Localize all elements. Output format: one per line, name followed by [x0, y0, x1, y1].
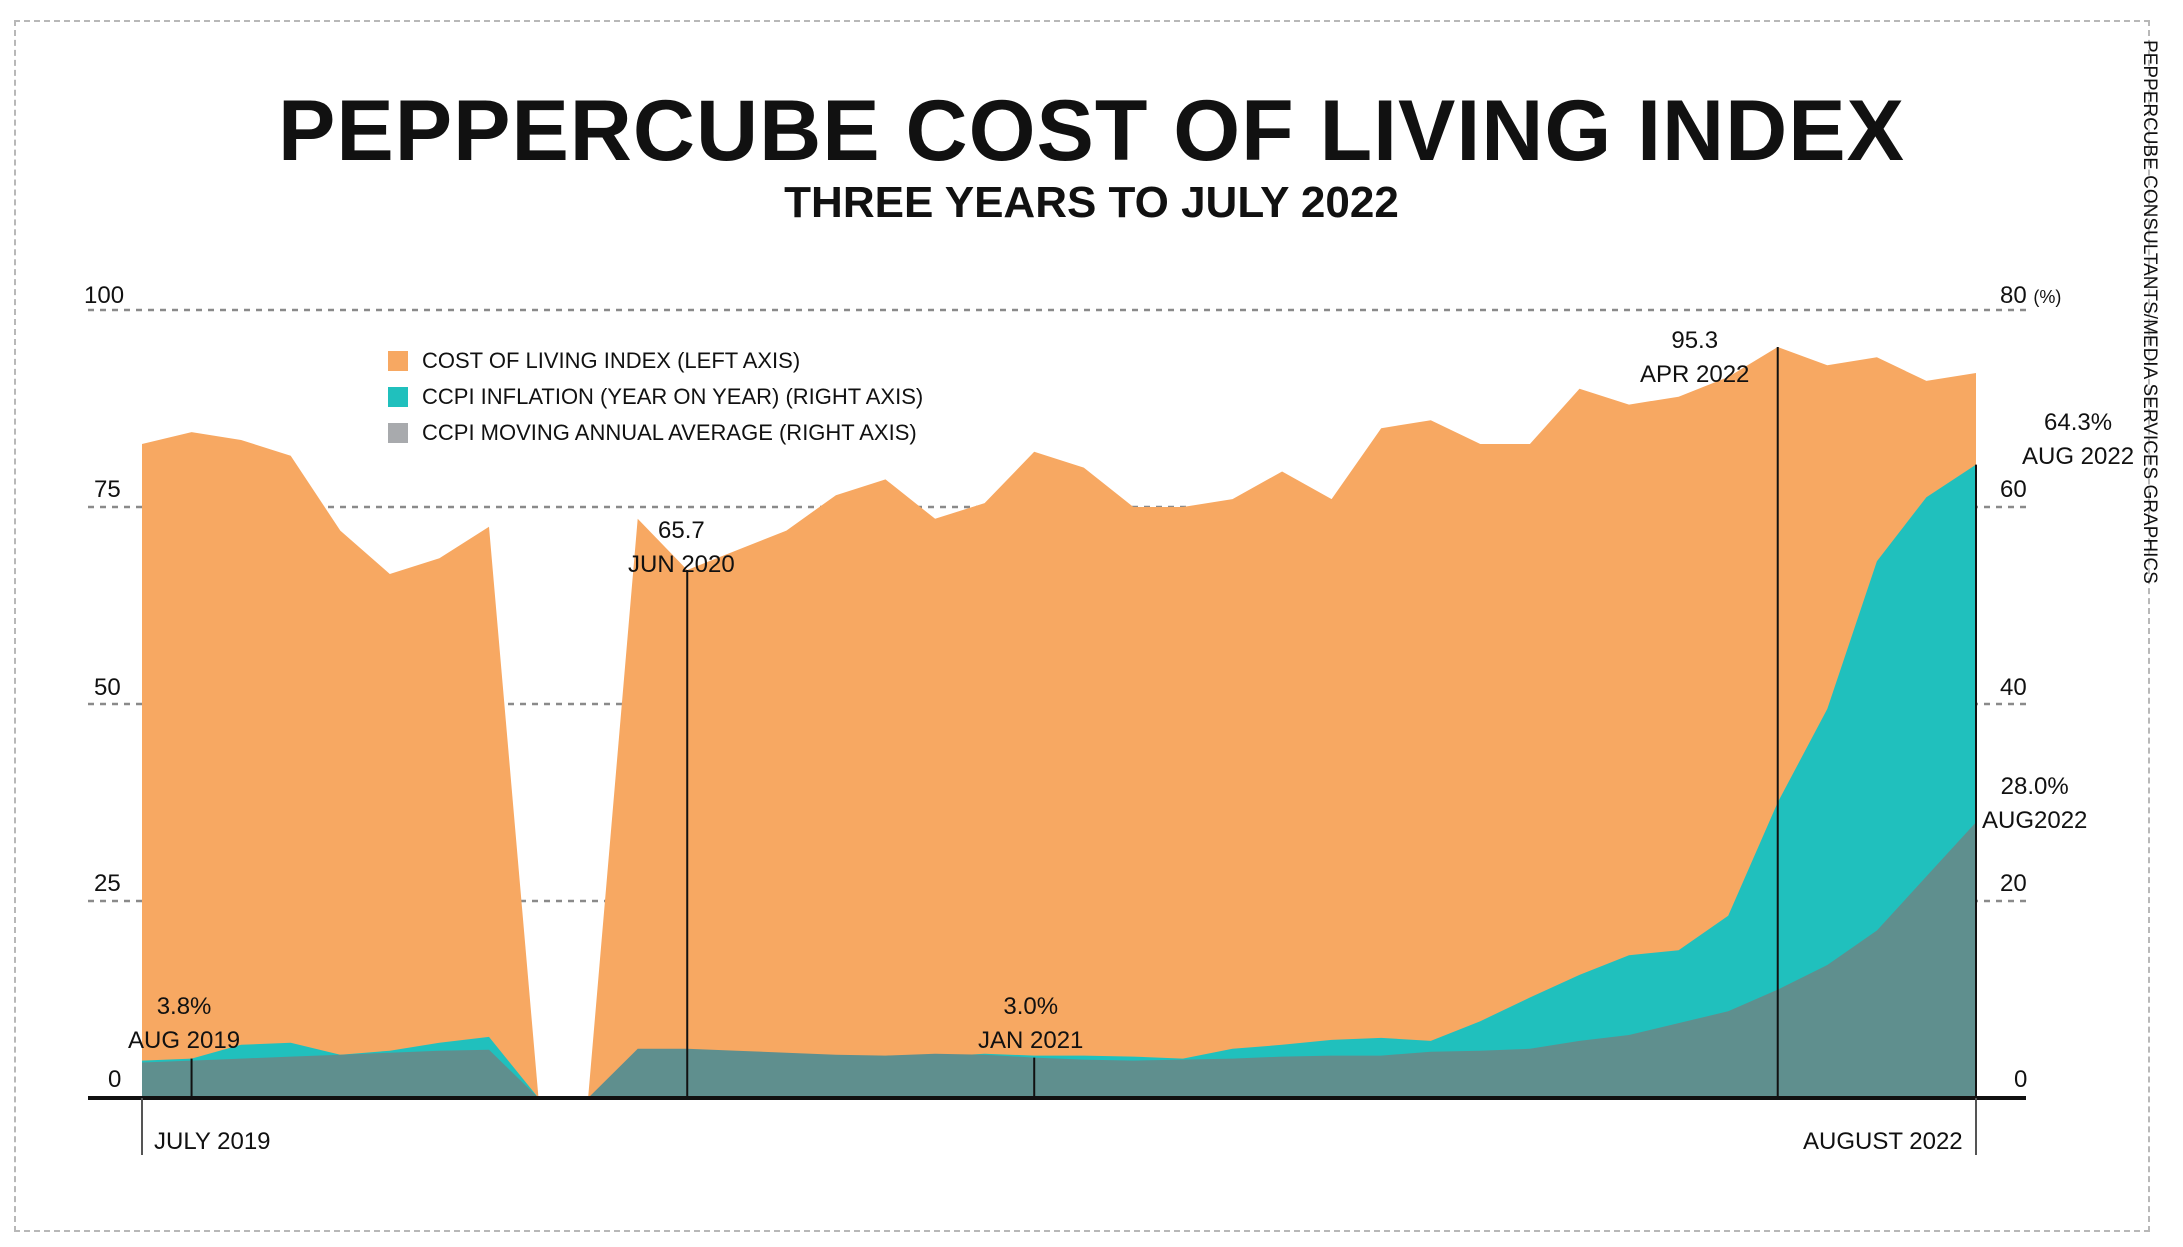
annotation-aug-2022-inflation-date: AUG 2022	[2022, 443, 2135, 470]
annotation-aug-2022-average-value: 28.0%	[2000, 773, 2069, 800]
annotation-aug-2022-average: 28.0% AUG2022	[1982, 770, 2087, 838]
annotation-jun-2020: 65.7 JUN 2020	[628, 514, 735, 582]
x-end-label: AUGUST 2022	[1803, 1128, 1963, 1155]
annotation-apr-2022-date: APR 2022	[1640, 361, 1750, 388]
legend-item-cost-index: COST OF LIVING INDEX (LEFT AXIS)	[388, 348, 800, 374]
annotation-apr-2022-value: 95.3	[1671, 327, 1719, 354]
legend-swatch-inflation	[388, 387, 408, 407]
right-tick-80-value: 80	[2000, 282, 2027, 309]
left-tick-0: 0	[108, 1066, 122, 1093]
annotation-aug-2022-average-date: AUG2022	[1982, 807, 2088, 834]
left-tick-50: 50	[94, 674, 121, 701]
annotation-aug-2022-inflation: 64.3% AUG 2022	[2022, 406, 2134, 474]
annotation-aug-2022-inflation-value: 64.3%	[2044, 409, 2113, 436]
right-tick-60: 60	[2000, 476, 2027, 503]
annotation-jan-2021-date: JAN 2021	[978, 1027, 1084, 1054]
annotation-jun-2020-value: 65.7	[658, 517, 705, 544]
chart-title: PEPPERCUBE COST OF LIVING INDEX	[278, 83, 1905, 179]
legend-swatch-moving-average	[388, 423, 408, 443]
left-tick-75: 75	[94, 476, 121, 503]
left-tick-100: 100	[84, 282, 125, 309]
left-tick-25: 25	[94, 870, 121, 897]
chart-subtitle: THREE YEARS TO JULY 2022	[784, 178, 1399, 227]
area-cost-of-living-index	[142, 347, 1976, 1098]
annotation-aug-2019-value: 3.8%	[156, 993, 212, 1020]
legend-item-moving-average: CCPI MOVING ANNUAL AVERAGE (RIGHT AXIS)	[388, 420, 917, 446]
legend-label-inflation: CCPI INFLATION (YEAR ON YEAR) (RIGHT AXI…	[422, 384, 924, 409]
right-tick-0: 0	[2014, 1066, 2028, 1093]
annotation-jan-2021: 3.0% JAN 2021	[978, 990, 1083, 1058]
legend-label-cost-index: COST OF LIVING INDEX (LEFT AXIS)	[422, 348, 801, 373]
right-axis-unit: (%)	[2033, 287, 2062, 307]
annotation-aug-2019-date: AUG 2019	[128, 1027, 241, 1054]
annotation-apr-2022: 95.3 APR 2022	[1640, 324, 1749, 392]
annotation-jan-2021-value: 3.0%	[1003, 993, 1059, 1020]
legend-swatch-cost-index	[388, 351, 408, 371]
chart-frame	[14, 20, 2150, 1232]
right-tick-40: 40	[2000, 674, 2027, 701]
legend-label-moving-average: CCPI MOVING ANNUAL AVERAGE (RIGHT AXIS)	[422, 420, 917, 445]
area-ccpi-moving-average	[142, 822, 1976, 1098]
right-tick-80: 80 (%)	[2000, 282, 2061, 310]
annotation-aug-2019: 3.8% AUG 2019	[128, 990, 240, 1058]
x-start-label: JULY 2019	[154, 1128, 271, 1155]
legend-item-inflation: CCPI INFLATION (YEAR ON YEAR) (RIGHT AXI…	[388, 384, 923, 410]
annotation-jun-2020-date: JUN 2020	[628, 551, 735, 578]
right-tick-20: 20	[2000, 870, 2027, 897]
